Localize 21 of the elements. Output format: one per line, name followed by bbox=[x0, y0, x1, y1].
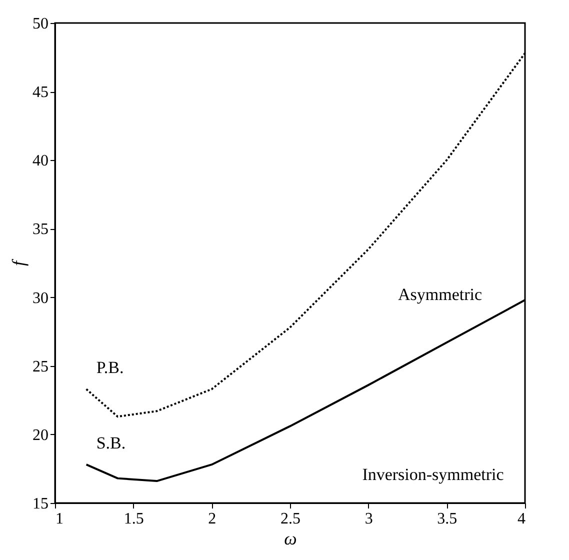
series-label: S.B. bbox=[96, 434, 126, 453]
y-tick-label: 15 bbox=[32, 496, 48, 512]
y-axis-title: f bbox=[8, 258, 28, 266]
x-tick-label: 2.5 bbox=[280, 510, 300, 528]
y-tick-label: 25 bbox=[32, 358, 48, 376]
y-tick-label: 50 bbox=[32, 16, 48, 32]
y-tick-label: 45 bbox=[32, 84, 48, 102]
annotation: Asymmetric bbox=[398, 285, 482, 304]
x-tick-label: 3 bbox=[364, 510, 373, 528]
x-tick-label: 4 bbox=[518, 510, 526, 528]
x-tick-label: 3.5 bbox=[437, 510, 458, 528]
y-tick-label: 20 bbox=[32, 426, 48, 444]
y-tick-label: 30 bbox=[32, 290, 48, 307]
x-tick-label: 2 bbox=[208, 510, 216, 528]
annotation: Inversion-symmetric bbox=[362, 465, 504, 484]
x-tick-label: 1.5 bbox=[124, 510, 144, 528]
x-axis-title: ω bbox=[284, 528, 297, 548]
x-tick-label: 1 bbox=[56, 510, 64, 528]
y-tick-label: 35 bbox=[32, 221, 48, 238]
y-tick-label: 40 bbox=[32, 152, 48, 170]
series-label: P.B. bbox=[96, 358, 124, 378]
